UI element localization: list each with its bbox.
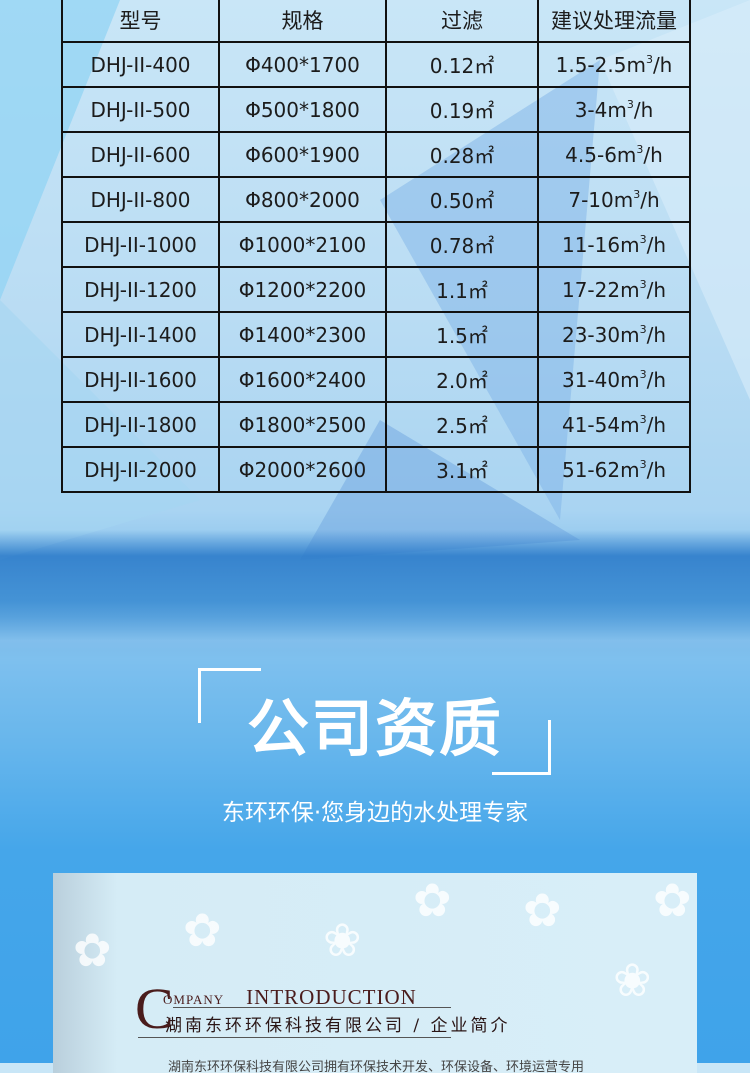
cell-spec: Φ600*1900 bbox=[218, 131, 387, 178]
table-row: DHJ-II-500 Φ500*1800 0.19㎡ 3-4m3/h bbox=[61, 86, 691, 133]
header-spec: 规格 bbox=[218, 0, 387, 43]
cell-model: DHJ-II-1200 bbox=[61, 266, 220, 313]
flower-icon: ✿ bbox=[183, 903, 222, 957]
section-title: 公司资质 bbox=[246, 692, 503, 765]
cell-model: DHJ-II-600 bbox=[61, 131, 220, 178]
cell-model: DHJ-II-800 bbox=[61, 176, 220, 223]
cell-spec: Φ500*1800 bbox=[218, 86, 387, 133]
cell-filter: 0.50㎡ bbox=[385, 176, 539, 223]
cell-flow: 51-62m3/h bbox=[537, 446, 691, 493]
cell-flow: 7-10m3/h bbox=[537, 176, 691, 223]
header-filter: 过滤 bbox=[385, 0, 539, 43]
cell-spec: Φ1400*2300 bbox=[218, 311, 387, 358]
intro-big-letter: C bbox=[135, 976, 174, 1041]
table-row: DHJ-II-2000 Φ2000*2600 3.1㎡ 51-62m3/h bbox=[61, 446, 691, 493]
cell-filter: 0.28㎡ bbox=[385, 131, 539, 178]
cell-model: DHJ-II-400 bbox=[61, 41, 220, 88]
cell-model: DHJ-II-500 bbox=[61, 86, 220, 133]
table-row: DHJ-II-400 Φ400*1700 0.12㎡ 1.5-2.5m3/h bbox=[61, 41, 691, 88]
cell-spec: Φ1000*2100 bbox=[218, 221, 387, 268]
cell-model: DHJ-II-1000 bbox=[61, 221, 220, 268]
intro-company-name: 湖南东环环保科技有限公司 / 企业简介 bbox=[165, 1011, 511, 1036]
cell-spec: Φ1600*2400 bbox=[218, 356, 387, 403]
cell-flow: 23-30m3/h bbox=[537, 311, 691, 358]
cell-flow: 1.5-2.5m3/h bbox=[537, 41, 691, 88]
cell-filter: 1.5㎡ bbox=[385, 311, 539, 358]
water-wave-band bbox=[0, 530, 750, 660]
cell-spec: Φ1200*2200 bbox=[218, 266, 387, 313]
flower-icon: ❀ bbox=[613, 953, 652, 1007]
header-model: 型号 bbox=[61, 0, 220, 43]
cell-spec: Φ800*2000 bbox=[218, 176, 387, 223]
cell-flow: 11-16m3/h bbox=[537, 221, 691, 268]
divider-line bbox=[173, 1007, 451, 1008]
flower-icon: ✿ bbox=[523, 883, 562, 937]
intro-english-title: OMPANY INTRODUCTION bbox=[163, 985, 417, 1010]
cell-model: DHJ-II-2000 bbox=[61, 446, 220, 493]
cell-model: DHJ-II-1800 bbox=[61, 401, 220, 448]
intro-english-main: INTRODUCTION bbox=[246, 985, 417, 1009]
cell-spec: Φ400*1700 bbox=[218, 41, 387, 88]
table-row: DHJ-II-1800 Φ1800*2500 2.5㎡ 41-54m3/h bbox=[61, 401, 691, 448]
cell-flow: 31-40m3/h bbox=[537, 356, 691, 403]
table-row: DHJ-II-800 Φ800*2000 0.50㎡ 7-10m3/h bbox=[61, 176, 691, 223]
intro-body-text: 湖南东环环保科技有限公司拥有环保技术开发、环保设备、环境运营专用 bbox=[168, 1060, 585, 1073]
divider-line bbox=[138, 1037, 451, 1038]
table-header-row: 型号 规格 过滤 建议处理流量 bbox=[61, 0, 691, 43]
cell-filter: 2.0㎡ bbox=[385, 356, 539, 403]
cell-flow: 3-4m3/h bbox=[537, 86, 691, 133]
cell-filter: 1.1㎡ bbox=[385, 266, 539, 313]
cell-spec: Φ2000*2600 bbox=[218, 446, 387, 493]
cell-model: DHJ-II-1600 bbox=[61, 356, 220, 403]
table-row: DHJ-II-1600 Φ1600*2400 2.0㎡ 31-40m3/h bbox=[61, 356, 691, 403]
intro-suffix: / 企业简介 bbox=[413, 1016, 511, 1036]
cell-flow: 4.5-6m3/h bbox=[537, 131, 691, 178]
table-row: DHJ-II-600 Φ600*1900 0.28㎡ 4.5-6m3/h bbox=[61, 131, 691, 178]
section-subtitle: 东环环保·您身边的水处理专家 bbox=[221, 800, 529, 826]
cell-flow: 17-22m3/h bbox=[537, 266, 691, 313]
header-flow: 建议处理流量 bbox=[537, 0, 691, 43]
flower-icon: ✿ bbox=[73, 923, 112, 977]
flower-icon: ❀ bbox=[323, 913, 362, 967]
intro-english-small: OMPANY bbox=[163, 992, 225, 1007]
title-bracket-right bbox=[492, 720, 551, 775]
table-row: DHJ-II-1200 Φ1200*2200 1.1㎡ 17-22m3/h bbox=[61, 266, 691, 313]
cell-flow: 41-54m3/h bbox=[537, 401, 691, 448]
cell-filter: 0.78㎡ bbox=[385, 221, 539, 268]
cell-filter: 3.1㎡ bbox=[385, 446, 539, 493]
company-intro-card: ✿ ✿ ❀ ✿ ✿ ❀ ✿ C OMPANY INTRODUCTION 湖南东环环… bbox=[53, 873, 697, 1073]
table-row: DHJ-II-1000 Φ1000*2100 0.78㎡ 11-16m3/h bbox=[61, 221, 691, 268]
product-spec-table: 型号 规格 过滤 建议处理流量 DHJ-II-400 Φ400*1700 0.12㎡… bbox=[61, 0, 691, 493]
cell-filter: 2.5㎡ bbox=[385, 401, 539, 448]
table-row: DHJ-II-1400 Φ1400*2300 1.5㎡ 23-30m3/h bbox=[61, 311, 691, 358]
cell-filter: 0.19㎡ bbox=[385, 86, 539, 133]
flower-icon: ✿ bbox=[413, 873, 452, 927]
cell-model: DHJ-II-1400 bbox=[61, 311, 220, 358]
cell-spec: Φ1800*2500 bbox=[218, 401, 387, 448]
company-name: 湖南东环环保科技有限公司 bbox=[165, 1016, 405, 1036]
title-bracket-left bbox=[198, 668, 261, 723]
cell-filter: 0.12㎡ bbox=[385, 41, 539, 88]
flower-icon: ✿ bbox=[653, 873, 692, 927]
